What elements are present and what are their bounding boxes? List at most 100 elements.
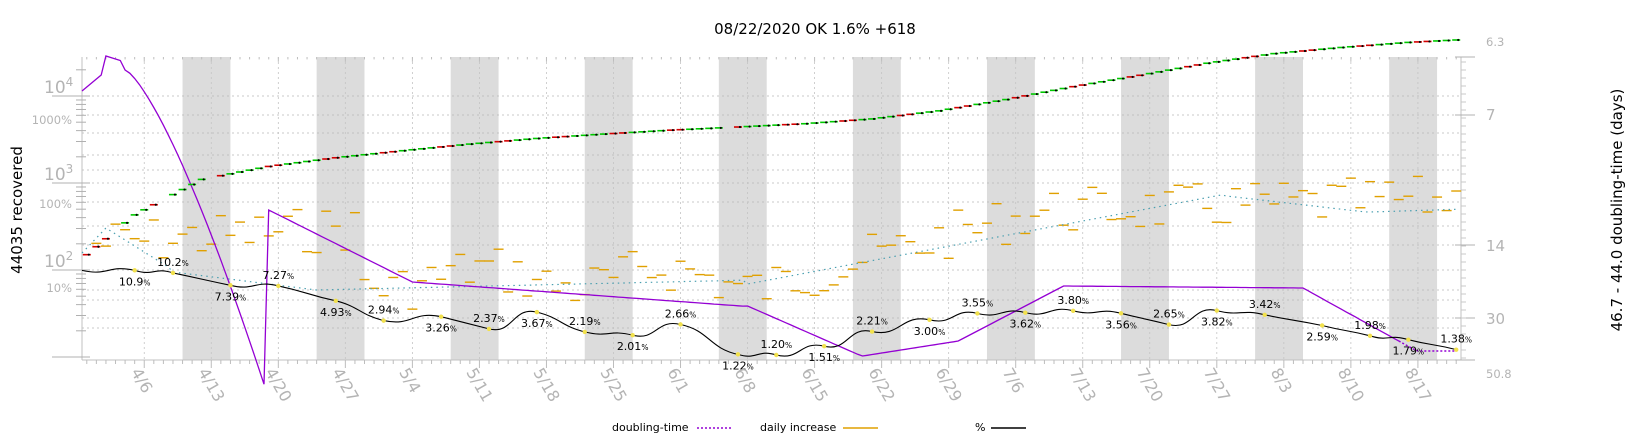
recovered-point	[154, 203, 157, 206]
percent-point	[774, 352, 779, 358]
recovered-point	[595, 133, 598, 136]
x-axis-tick-label: 7/27	[1200, 365, 1234, 406]
recovered-point	[451, 144, 454, 148]
recovered-point	[135, 213, 138, 216]
percent-point	[1406, 337, 1411, 342]
percent-point	[1023, 310, 1028, 315]
legend-label-percent: %	[975, 421, 985, 434]
recovered-point	[240, 170, 244, 174]
percent-point	[1118, 311, 1124, 316]
recovered-point	[1447, 39, 1450, 42]
recovered-point	[614, 132, 617, 135]
recovered-point	[652, 130, 655, 133]
recovered-point	[1007, 98, 1010, 101]
recovered-point	[87, 253, 90, 256]
recovered-point	[499, 140, 502, 143]
percent-point	[228, 283, 233, 288]
percent-data-label: 10.2%	[157, 256, 189, 269]
recovered-point	[288, 162, 291, 166]
recovered-point	[959, 106, 962, 109]
percent-series: 10.9% 10.2% 7.39% 7.27% 4.93% 2.94% 3.26% 2.37%…	[81, 256, 1472, 372]
recovered-point	[327, 157, 330, 161]
percent-data-label: 2.37%	[473, 312, 505, 325]
recovered-point	[346, 155, 349, 158]
recovered-point	[470, 142, 473, 146]
weekend-band	[450, 57, 499, 360]
recovered-point	[1275, 52, 1278, 55]
x-axis-tick-label: 4/27	[328, 365, 362, 406]
recovered-point	[1256, 55, 1259, 58]
y-axis-left-percent-label: 100%	[39, 197, 72, 211]
x-axis-tick-label: 5/18	[529, 365, 563, 406]
percent-data-label: 1.98%	[1354, 319, 1386, 332]
x-axis-tick-label: 6/1	[663, 365, 692, 397]
y-axis-right-tick-label: 30	[1486, 310, 1505, 328]
recovered-point	[968, 104, 971, 108]
recovered-point	[748, 125, 751, 128]
x-axis-tick-label: 5/25	[596, 365, 630, 406]
recovered-point	[1121, 77, 1125, 80]
recovered-point	[250, 169, 253, 172]
x-axis-tick-label: 7/13	[1066, 365, 1100, 406]
percent-data-label: 2.01%	[617, 340, 649, 353]
recovered-point	[394, 150, 397, 153]
recovered-point	[1208, 62, 1211, 65]
recovered-point	[365, 153, 368, 156]
recovered-point	[892, 115, 895, 118]
recovered-point	[1428, 40, 1431, 43]
recovered-point	[403, 149, 406, 152]
dotted-trend-series	[81, 194, 1457, 291]
axes	[52, 56, 1475, 368]
recovered-point	[758, 124, 761, 128]
recovered-point	[834, 120, 837, 123]
recovered-point	[1399, 42, 1402, 45]
percent-point	[869, 329, 875, 334]
recovered-point	[1169, 69, 1173, 72]
percent-point	[170, 270, 176, 276]
percent-point	[534, 309, 540, 315]
x-axis-tick-label: 7/20	[1133, 365, 1167, 406]
recovered-point	[1054, 89, 1058, 92]
chart-title: 08/22/2020 OK 1.6% +618	[714, 20, 916, 38]
y-axis-left-tick-label: 102	[44, 249, 73, 272]
percent-point	[1070, 308, 1076, 313]
x-axis-tick-label: 8/17	[1401, 365, 1435, 406]
percent-data-label: 3.56%	[1105, 318, 1137, 331]
recovered-point	[1035, 92, 1038, 96]
x-axis-tick-label: 6/22	[865, 365, 899, 406]
weekend-band	[986, 57, 1035, 360]
recovered-point	[930, 110, 933, 114]
recovered-point	[633, 131, 636, 134]
recovered-point	[183, 188, 186, 191]
y-axis-left-percent-label: 1000%	[32, 113, 72, 127]
percent-point	[735, 352, 741, 357]
recovered-point	[1093, 82, 1096, 85]
recovered-point	[1294, 50, 1297, 53]
percent-data-label: 1.22%	[722, 359, 754, 372]
recovered-point	[863, 118, 866, 121]
recovered-point	[260, 167, 263, 170]
percent-point	[333, 298, 338, 303]
recovered-point	[269, 165, 272, 168]
recovered-point	[815, 121, 818, 125]
recovered-point	[518, 138, 521, 142]
recovered-point	[1390, 42, 1393, 45]
recovered-point	[480, 142, 483, 145]
recovered-point	[643, 130, 646, 133]
recovered-point	[1380, 43, 1383, 46]
recovered-point	[355, 154, 359, 157]
recovered-point	[1409, 41, 1412, 44]
recovered-point	[1370, 44, 1374, 47]
recovered-point	[882, 116, 885, 119]
percent-data-label: 2.94%	[368, 304, 400, 317]
y-axis-right-tick-label: 50.8	[1486, 367, 1512, 381]
recovered-point	[911, 113, 914, 116]
recovered-point	[1016, 96, 1019, 99]
recovered-point	[489, 141, 493, 144]
recovered-point	[307, 160, 311, 163]
recovered-point	[1246, 56, 1249, 59]
recovered-point	[585, 134, 588, 137]
recovered-point	[1418, 40, 1422, 44]
recovered-point	[1064, 87, 1067, 90]
